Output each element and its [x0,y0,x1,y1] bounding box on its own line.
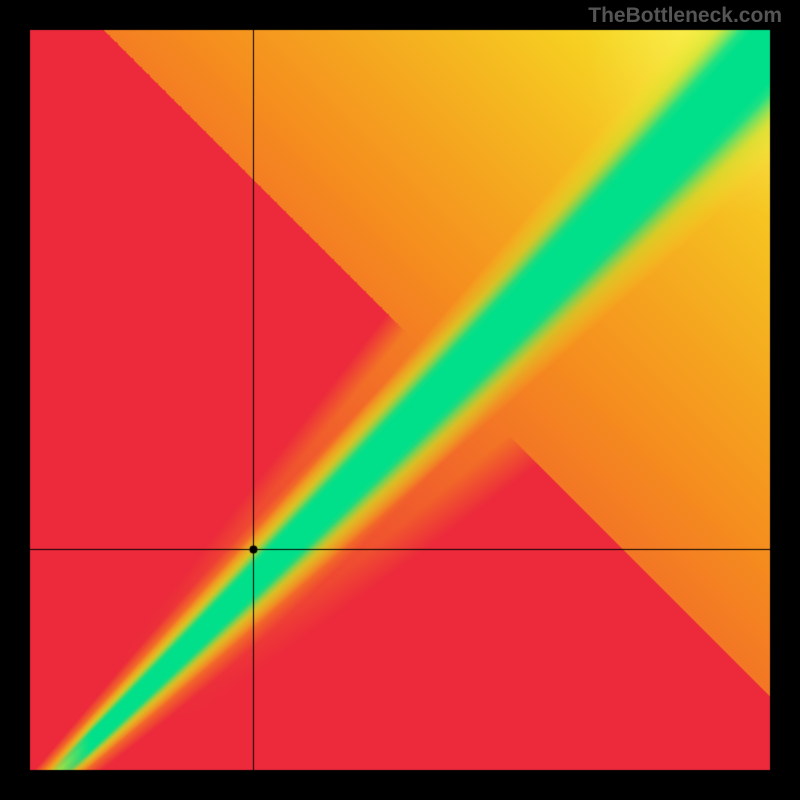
watermark-text: TheBottleneck.com [588,4,782,28]
bottleneck-heatmap [0,0,800,800]
